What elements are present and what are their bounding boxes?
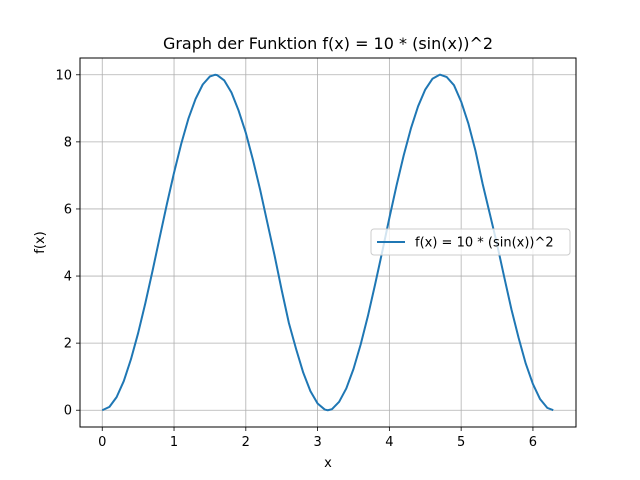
x-tick-label: 1: [170, 435, 178, 450]
x-tick-label: 2: [242, 435, 250, 450]
chart-title: Graph der Funktion f(x) = 10 * (sin(x))^…: [163, 34, 493, 53]
ticks: 0 1 2 3 4 5 6 0 2 4 6 8 10: [55, 68, 537, 450]
y-axis-label: f(x): [33, 231, 48, 253]
y-tick-label: 10: [55, 68, 72, 83]
y-tick-label: 2: [64, 337, 72, 352]
x-tick-label: 5: [457, 435, 465, 450]
x-tick-label: 6: [529, 435, 537, 450]
grid: [80, 58, 576, 427]
x-tick-label: 3: [313, 435, 321, 450]
x-axis-label: x: [324, 456, 332, 471]
legend-box: [370, 228, 571, 256]
legend: f(x) = 10 * (sin(x))^2: [370, 228, 571, 256]
plot-frame: [79, 57, 577, 428]
y-tick-label: 0: [64, 404, 72, 419]
y-tick-label: 6: [64, 202, 72, 217]
x-tick-label: 4: [385, 435, 393, 450]
plot-series: [101, 73, 554, 412]
x-tick-label: 0: [98, 435, 106, 450]
y-tick-label: 8: [64, 135, 72, 150]
series-line: [101, 73, 554, 412]
y-tick-label: 4: [64, 270, 72, 285]
legend-label: f(x) = 10 * (sin(x))^2: [415, 236, 554, 251]
